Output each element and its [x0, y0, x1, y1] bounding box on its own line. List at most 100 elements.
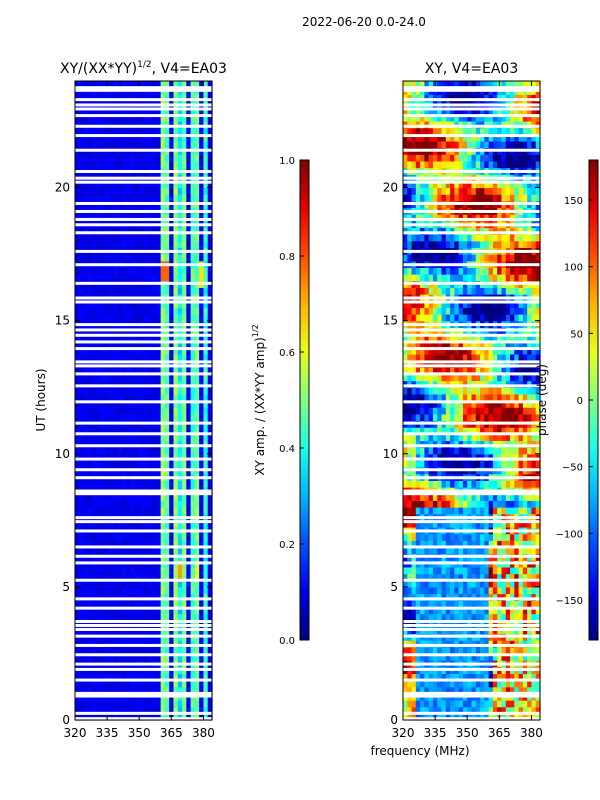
heatmap-cell [488, 546, 494, 555]
heatmap-cell [130, 267, 136, 275]
heatmap-cell [177, 187, 183, 195]
heatmap-cell [152, 227, 157, 235]
heatmap-cell [143, 254, 149, 262]
heatmap-cell [160, 134, 166, 142]
heatmap-cell [126, 500, 132, 508]
heatmap-cell [173, 700, 179, 708]
heatmap-cell [531, 620, 537, 628]
heatmap-cell [169, 573, 175, 581]
heatmap-cell [182, 713, 187, 721]
heatmap-cell [207, 673, 213, 681]
heatmap-cell [199, 507, 205, 515]
heatmap-cell [79, 640, 85, 648]
heatmap-cell [432, 447, 438, 455]
heatmap-cell [411, 606, 417, 615]
heatmap-cell [510, 367, 515, 375]
heatmap-cell [96, 107, 102, 115]
flagged-row [75, 148, 212, 152]
heatmap-cell [535, 400, 541, 408]
heatmap-cell [203, 620, 209, 628]
heatmap-cell [130, 254, 136, 262]
heatmap-cell [480, 367, 485, 375]
heatmap-cell [92, 267, 98, 275]
heatmap-cell [113, 573, 119, 581]
heatmap-cell [96, 606, 102, 615]
heatmap-cell [139, 313, 145, 322]
heatmap-cell [207, 194, 213, 202]
heatmap-cell [462, 453, 468, 462]
heatmap-cell [87, 573, 93, 581]
heatmap-cell [83, 653, 89, 661]
heatmap-cell [83, 114, 89, 122]
heatmap-cell [104, 340, 110, 348]
heatmap-cell [505, 347, 511, 355]
heatmap-cell [109, 114, 115, 122]
heatmap-cell [467, 413, 473, 422]
heatmap-cell [475, 700, 481, 708]
heatmap-cell [87, 154, 93, 162]
heatmap-cell [203, 606, 209, 615]
heatmap-cell [471, 653, 477, 661]
heatmap-cell [415, 493, 421, 501]
heatmap-cell [147, 427, 153, 435]
heatmap-cell [156, 673, 162, 681]
heatmap-cell [177, 706, 183, 714]
heatmap-cell [424, 353, 430, 362]
heatmap-cell [441, 606, 447, 615]
heatmap-cell [527, 380, 533, 388]
heatmap-cell [87, 300, 93, 308]
heatmap-cell [497, 680, 503, 688]
heatmap-cell [432, 640, 438, 648]
heatmap-cell [428, 586, 434, 595]
heatmap-cell [199, 646, 205, 655]
heatmap-cell [441, 586, 447, 595]
heatmap-cell [117, 380, 123, 388]
heatmap-cell [428, 340, 434, 348]
heatmap-cell [177, 393, 183, 402]
heatmap-cell [139, 447, 145, 455]
heatmap-cell [182, 267, 187, 275]
heatmap-cell [113, 393, 119, 402]
heatmap-cell [152, 520, 157, 528]
heatmap-cell [83, 340, 89, 348]
heatmap-cell [190, 493, 196, 501]
amplitude-title-tail: , V4=EA03 [152, 61, 227, 77]
heatmap-cell [147, 533, 153, 541]
heatmap-cell [104, 134, 110, 142]
heatmap-cell [173, 313, 179, 322]
heatmap-cell [169, 140, 175, 149]
heatmap-cell [109, 407, 115, 415]
heatmap-cell [75, 680, 80, 688]
heatmap-cell [484, 673, 490, 681]
heatmap-cell [497, 407, 503, 415]
heatmap-cell [130, 573, 136, 581]
heatmap-cell [462, 373, 468, 382]
heatmap-cell [109, 333, 115, 342]
heatmap-cell [164, 460, 170, 468]
heatmap-cell [134, 533, 140, 541]
heatmap-cell [152, 120, 157, 129]
heatmap-cell [182, 580, 187, 588]
heatmap-cell [484, 640, 490, 648]
heatmap-cell [437, 353, 443, 362]
heatmap-cell [432, 540, 438, 548]
heatmap-cell [535, 606, 541, 615]
heatmap-cell [152, 140, 157, 149]
heatmap-cell [173, 413, 179, 422]
heatmap-cell [130, 540, 136, 548]
heatmap-cell [122, 120, 127, 129]
heatmap-cell [420, 653, 426, 661]
heatmap-cell [96, 307, 102, 315]
heatmap-cell [480, 440, 485, 448]
heatmap-cell [83, 640, 89, 648]
heatmap-cell [182, 680, 187, 688]
heatmap-cell [518, 613, 524, 621]
heatmap-cell [407, 387, 413, 395]
heatmap-cell [190, 380, 196, 388]
heatmap-cell [186, 267, 192, 275]
heatmap-cell [199, 154, 205, 162]
heatmap-cell [75, 380, 80, 388]
heatmap-cell [92, 107, 98, 115]
heatmap-cell [87, 313, 93, 322]
heatmap-cell [134, 586, 140, 595]
